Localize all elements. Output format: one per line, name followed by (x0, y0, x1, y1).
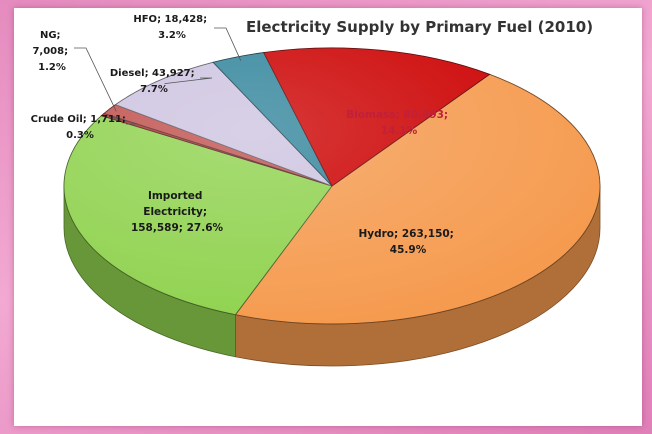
label-hfo-name: HFO (133, 14, 157, 25)
leader-line-hfo (214, 27, 242, 61)
pie-chart: Electricity Supply by Primary Fuel (2010… (31, 14, 601, 367)
label-imported: Imported Electricity; 158,589; 27.6% (131, 190, 224, 234)
label-crude-oil: Crude Oil; 1,711; 0.3% (31, 114, 130, 141)
label-diesel-value: 43,927; (152, 68, 195, 79)
label-biomass-name: Biomass (346, 109, 395, 121)
label-hfo-value: 18,428; (165, 14, 208, 25)
label-crude-oil-name: Crude Oil (31, 114, 83, 125)
label-ng-value: 7,008; (32, 46, 68, 57)
label-hydro-name: Hydro (358, 228, 394, 240)
label-crude-oil-percent: 0.3% (66, 130, 94, 141)
label-imported-value: 158,589; 27.6% (131, 222, 224, 234)
chart-title: Electricity Supply by Primary Fuel (2010… (246, 18, 593, 36)
label-biomass-percent: 14.1% (381, 125, 418, 137)
label-hfo-percent: 3.2% (158, 30, 186, 41)
leader-line-ng (74, 47, 117, 112)
label-ng: NG; 7,008; 1.2% (32, 30, 71, 73)
label-ng-name: NG (40, 30, 57, 41)
label-biomass-value: 80,893; (403, 109, 448, 121)
label-diesel-name: Diesel (110, 68, 145, 79)
leader-line-diesel (164, 77, 213, 85)
label-hydro: Hydro; 263,150; 45.9% (358, 228, 457, 256)
leader-lines (74, 27, 242, 125)
label-imported-name-2: Electricity; (143, 206, 207, 218)
label-ng-percent: 1.2% (38, 62, 66, 73)
label-hydro-value: 263,150; (402, 228, 454, 240)
label-hfo: HFO; 18,428; 3.2% (133, 14, 210, 41)
label-diesel: Diesel; 43,927; 7.7% (110, 68, 198, 95)
label-biomass: Biomass; 80,893; 14.1% (346, 109, 452, 137)
label-hydro-percent: 45.9% (390, 244, 427, 256)
label-crude-oil-value: 1,711; (90, 114, 126, 125)
chart-frame: Electricity Supply by Primary Fuel (2010… (14, 8, 642, 426)
label-imported-name-1: Imported (148, 190, 202, 202)
leader-line-crude-oil (109, 116, 139, 125)
label-diesel-percent: 7.7% (140, 84, 168, 95)
